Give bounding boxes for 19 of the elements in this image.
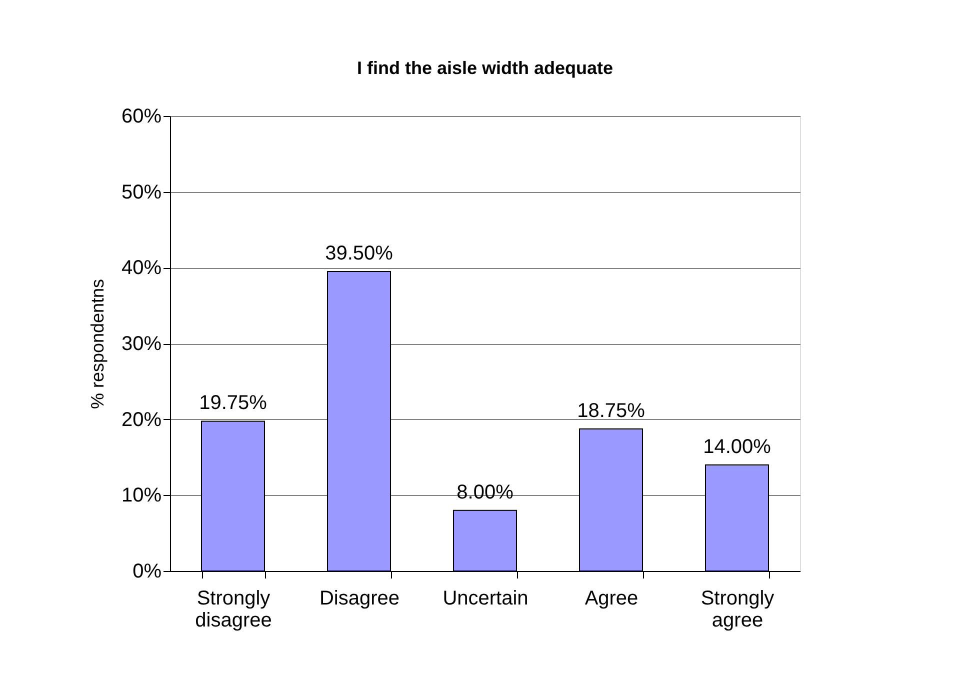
y-tick-label: 30% — [121, 333, 162, 355]
x-tick-label: Disagree — [319, 588, 400, 610]
data-label: 19.75% — [199, 392, 268, 414]
data-label: 14.00% — [703, 436, 772, 458]
x-tick-label: Strongly disagree — [195, 588, 272, 632]
y-tick-label: 60% — [121, 106, 162, 128]
x-tick-label: Uncertain — [442, 588, 528, 610]
data-label: 18.75% — [577, 400, 646, 422]
y-tick-label: 20% — [121, 408, 162, 431]
y-tick-label: 50% — [121, 181, 162, 204]
y-axis-title: % respondentns — [87, 278, 108, 410]
x-tick-label: Agree — [584, 588, 638, 610]
data-label: 39.50% — [325, 242, 394, 264]
y-tick-label: 0% — [132, 560, 162, 582]
data-label: 8.00% — [456, 481, 514, 504]
y-tick-label: 40% — [121, 257, 162, 280]
x-tick-label: Strongly agree — [700, 588, 774, 632]
chart-title: I find the aisle width adequate — [356, 58, 614, 78]
y-tick-label: 10% — [121, 484, 162, 507]
